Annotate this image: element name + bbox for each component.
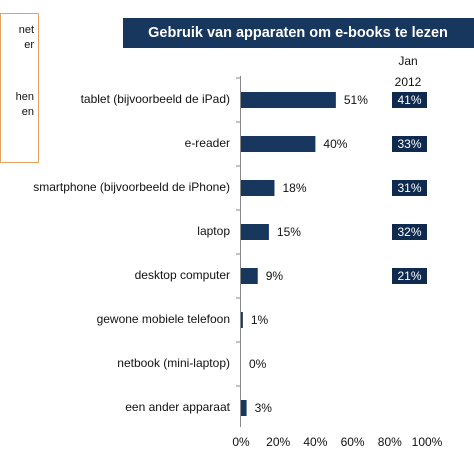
x-tick-label: 80% [378,435,402,449]
comparison-label: 41% [397,93,421,107]
side-note-text: net [19,24,34,36]
comparison-box [392,136,427,152]
x-tick-label: 20% [266,435,290,449]
value-label: 3% [255,401,273,415]
bar [241,312,243,328]
x-tick-label: 0% [232,435,250,449]
title-box [123,18,474,48]
x-tick-label: 100% [412,435,443,449]
bar [241,136,316,152]
value-label: 18% [282,181,306,195]
value-label: 15% [277,225,301,239]
side-note-text: hen [16,91,34,103]
y-tick-label: netbook (mini-laptop) [117,356,230,370]
x-tick-label: 40% [303,435,327,449]
bar [241,92,336,108]
bar [241,268,258,284]
bar [241,224,269,240]
value-label: 0% [249,357,267,371]
side-note-text: en [22,106,34,118]
y-tick-label: e-reader [185,136,230,150]
comparison-box [392,268,427,284]
comparison-label: 32% [397,225,421,239]
y-tick-label: smartphone (bijvoorbeeld de iPhone) [33,180,230,194]
y-tick-label: laptop [197,224,230,238]
y-tick-label: desktop computer [135,268,230,282]
value-label: 9% [266,269,284,283]
value-label: 1% [251,313,269,327]
comparison-label: 21% [397,269,421,283]
y-tick-label: een ander apparaat [125,400,230,414]
value-label: 51% [344,93,368,107]
comparison-box [392,224,427,240]
comparison-box [392,180,427,196]
value-label: 40% [323,137,347,151]
chart-title: Gebruik van apparaten om e-books te leze… [148,25,448,41]
y-tick-label: gewone mobiele telefoon [97,312,230,326]
comparison-label: 31% [397,181,421,195]
side-note-box [0,13,39,163]
comparison-header: Jan [398,54,417,68]
y-tick-label: tablet (bijvoorbeeld de iPad) [81,92,230,106]
comparison-label: 33% [397,137,421,151]
side-note-text: er [24,39,34,51]
bar [241,180,275,196]
comparison-box [392,92,427,108]
x-tick-label: 60% [341,435,365,449]
comparison-header: 2012 [395,75,422,89]
bar [241,400,247,416]
